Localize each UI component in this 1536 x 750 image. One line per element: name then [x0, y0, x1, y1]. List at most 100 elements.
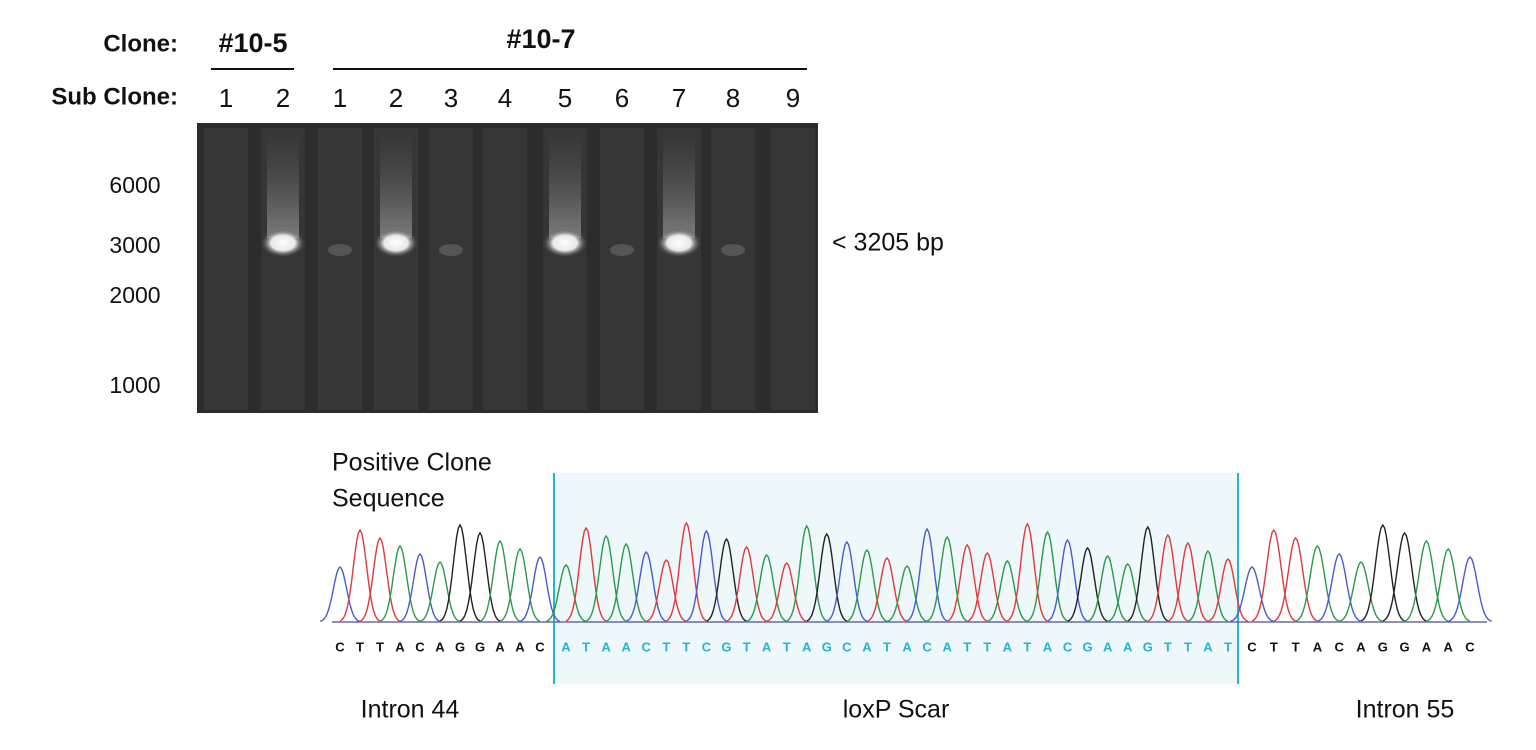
base: A [395, 639, 405, 654]
trace-peak [1339, 561, 1383, 622]
lane-number: 9 [786, 83, 800, 113]
base: A [942, 639, 952, 654]
base: G [721, 639, 731, 654]
band [657, 229, 701, 257]
trace-peak [1360, 523, 1405, 622]
trace-peak [319, 565, 361, 623]
base: G [475, 639, 485, 654]
base: T [376, 639, 384, 654]
lane-number: 4 [498, 83, 512, 113]
trace-peak [1067, 546, 1108, 622]
base: A [862, 639, 872, 654]
lane-stripe [711, 128, 755, 410]
base: T [1184, 639, 1192, 654]
base: T [1023, 639, 1031, 654]
subclone-label: Sub Clone: [51, 83, 178, 110]
base: T [356, 639, 364, 654]
trace-peak [1147, 533, 1189, 622]
band [374, 229, 418, 257]
trace-peak [846, 548, 888, 622]
trace-peak [1107, 562, 1148, 623]
base: A [1422, 639, 1432, 654]
faint-band [610, 244, 634, 256]
region-label: Intron 44 [361, 696, 460, 724]
trace-peak [1230, 566, 1274, 623]
base: A [802, 639, 812, 654]
base: A [515, 639, 525, 654]
base: C [702, 639, 712, 654]
base: A [902, 639, 912, 654]
smear [267, 130, 299, 238]
trace-peak [1187, 549, 1229, 622]
trace-peak [666, 521, 707, 622]
smear [380, 130, 412, 238]
lane-stripe [204, 128, 248, 410]
trace-peak [479, 539, 521, 622]
base: C [922, 639, 932, 654]
ladder-label: 6000 [109, 172, 160, 198]
trace-peak [1404, 539, 1449, 622]
trace-peak [626, 550, 667, 622]
lane-stripe [318, 128, 362, 410]
trace-peak [1007, 522, 1048, 622]
clone-name: #10-7 [506, 24, 575, 54]
base: T [883, 639, 891, 654]
trace-peak [1273, 536, 1318, 622]
lane-stripe [600, 128, 644, 410]
trace-peak [339, 528, 381, 622]
trace-peak [947, 543, 988, 622]
trace-peak [439, 523, 481, 622]
lane-number: 3 [444, 83, 458, 113]
trace-peak [605, 542, 647, 622]
faint-band [721, 244, 745, 256]
trace-peak [1251, 528, 1296, 622]
base: C [1465, 639, 1475, 654]
faint-band [328, 244, 352, 256]
sequence-title: Positive Clone [332, 449, 492, 477]
trace-peak [1047, 538, 1088, 622]
trace-peak [1448, 555, 1492, 622]
trace-peak [1087, 554, 1128, 622]
base: T [582, 639, 590, 654]
lane-stripe [483, 128, 527, 410]
trace-peak [1382, 531, 1427, 622]
trace-peak [1426, 547, 1471, 622]
base: A [435, 639, 445, 654]
base: C [1063, 639, 1073, 654]
base: T [783, 639, 791, 654]
trace-peak [987, 559, 1028, 622]
base: A [1123, 639, 1133, 654]
trace-peak [806, 532, 847, 622]
base: T [963, 639, 971, 654]
region-label: Intron 55 [1356, 696, 1455, 724]
base: G [1400, 639, 1410, 654]
base: A [1003, 639, 1013, 654]
base: C [535, 639, 545, 654]
trace-peak [1295, 544, 1340, 622]
trace-peak [967, 551, 1008, 622]
base: G [1143, 639, 1153, 654]
trace-peak [1167, 541, 1209, 622]
smear [549, 130, 581, 238]
base: C [1247, 639, 1257, 654]
base: T [1164, 639, 1172, 654]
trace-peak [379, 544, 421, 622]
lane-number: 1 [333, 83, 347, 113]
base: A [1313, 639, 1323, 654]
base: C [1335, 639, 1345, 654]
base: C [415, 639, 425, 654]
trace-peak [1027, 530, 1068, 622]
base: T [743, 639, 751, 654]
lane-number: 7 [672, 83, 686, 113]
base: T [1270, 639, 1278, 654]
base: C [335, 639, 345, 654]
lane-stripe [429, 128, 473, 410]
trace-peak [906, 527, 948, 622]
trace-peak [866, 556, 908, 622]
trace-peak [499, 547, 541, 622]
base: G [455, 639, 465, 654]
clone-name: #10-5 [218, 28, 287, 58]
base: A [1444, 639, 1454, 654]
clone-label: Clone: [103, 30, 178, 57]
